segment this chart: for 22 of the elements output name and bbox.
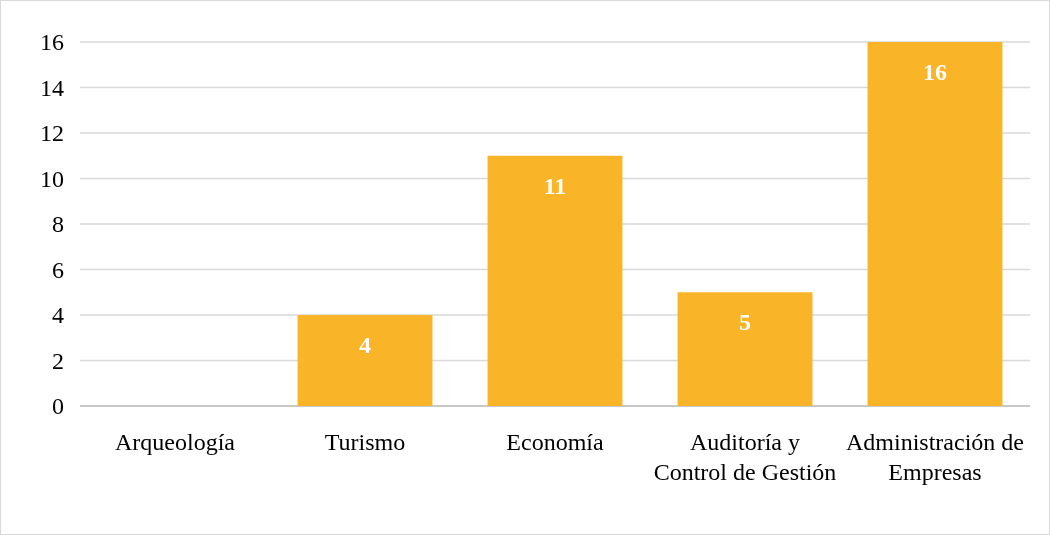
- y-tick-label: 14: [40, 74, 64, 101]
- bar: [677, 292, 813, 406]
- y-tick-label: 12: [40, 120, 64, 147]
- x-tick-label: Economía: [506, 429, 604, 455]
- x-tick-label: Turismo: [324, 429, 406, 455]
- y-tick-label: 0: [52, 393, 64, 420]
- x-tick-label: Administración de Empresas: [846, 429, 1024, 485]
- x-tick-label: Arqueología: [115, 429, 236, 455]
- bar: [487, 155, 623, 406]
- data-label: 5: [739, 309, 751, 336]
- y-tick-label: 16: [40, 29, 64, 56]
- y-tick-label: 8: [52, 211, 64, 238]
- x-tick-label: Auditoría y Control de Gestión: [653, 429, 837, 485]
- y-tick-label: 10: [40, 165, 64, 192]
- y-tick-label: 4: [52, 302, 64, 329]
- y-tick-label: 2: [52, 347, 64, 374]
- y-tick-label: 6: [52, 256, 64, 283]
- bar: [297, 315, 433, 406]
- data-label: 11: [543, 172, 567, 199]
- data-label: 16: [923, 59, 947, 85]
- bar: [867, 42, 1003, 406]
- data-label: 4: [359, 332, 371, 358]
